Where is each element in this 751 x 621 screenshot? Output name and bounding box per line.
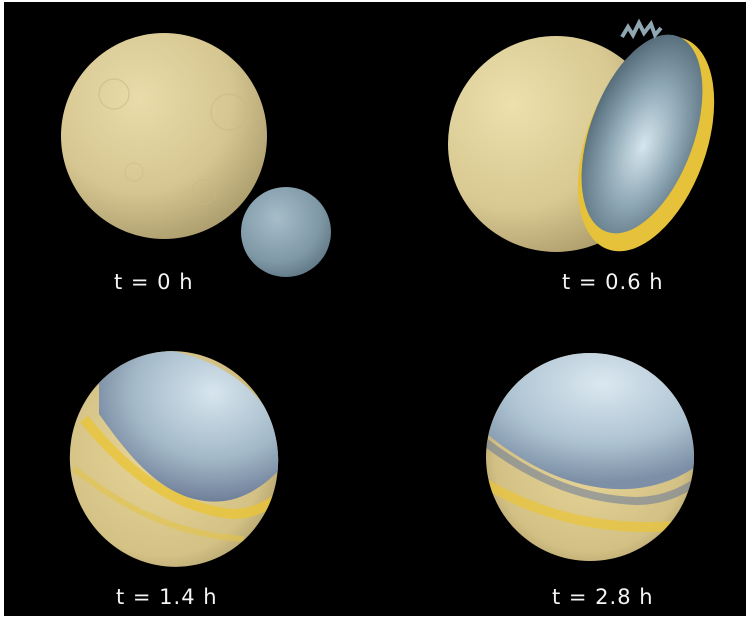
time-label-t28: t = 2.8 h (552, 585, 654, 609)
panel-t06: t = 0.6 h (376, 2, 746, 309)
figure-canvas: t = 0 h t = 0.6 h (4, 2, 746, 616)
time-label-t06: t = 0.6 h (562, 270, 664, 294)
impactor-body (241, 187, 331, 277)
time-label-t14: t = 1.4 h (116, 585, 218, 609)
impact-illustration-t06 (448, 18, 715, 252)
panel-t28: t = 2.8 h (376, 309, 746, 616)
panel-t0: t = 0 h (4, 2, 374, 309)
time-label-t0: t = 0 h (114, 270, 194, 294)
impact-illustration-t0 (61, 33, 331, 277)
impact-crater (581, 34, 703, 234)
mantle-cover (99, 346, 289, 502)
impact-illustration-t14 (69, 346, 298, 567)
target-planet (61, 33, 267, 239)
impact-illustration-t28 (486, 353, 694, 561)
panel-t14: t = 1.4 h (4, 309, 374, 616)
mantle-cover (486, 353, 694, 490)
